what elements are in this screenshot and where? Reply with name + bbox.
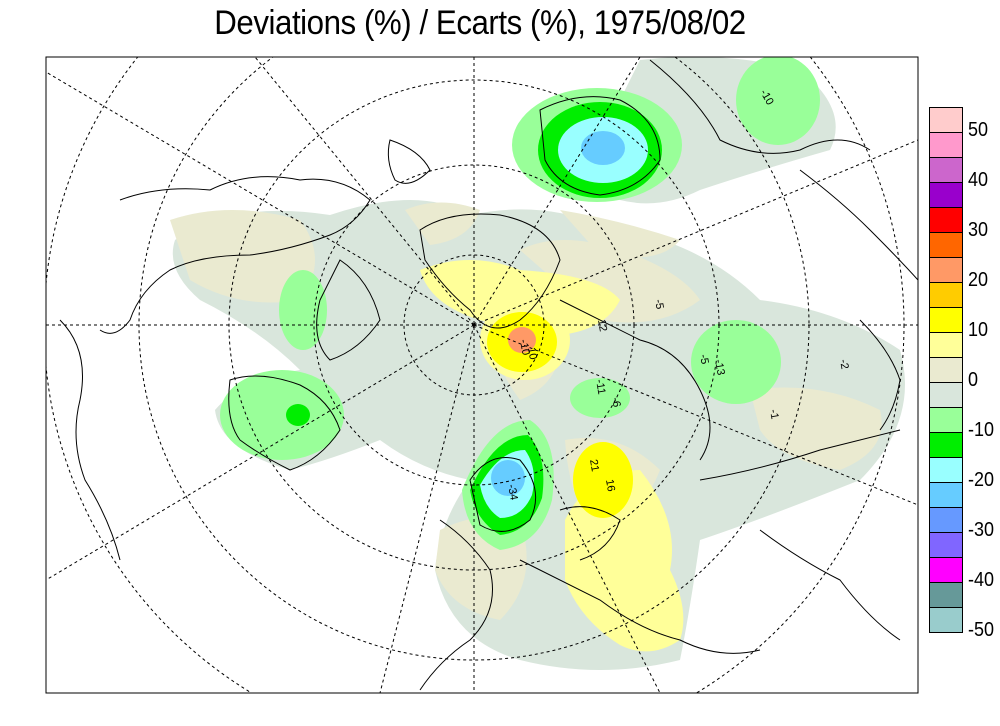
- legend-tick-label: 0: [968, 369, 979, 391]
- legend-swatch: [929, 182, 963, 207]
- legend-swatch: [929, 107, 963, 132]
- map-title: Deviations (%) / Ecarts (%), 1975/08/02: [214, 4, 746, 42]
- legend-swatch: [929, 332, 963, 357]
- legend-tick-label: -50: [968, 619, 995, 641]
- legend-swatch: [929, 257, 963, 282]
- legend-swatch: [929, 532, 963, 557]
- contour-label: -2: [837, 358, 851, 370]
- legend-swatch: [929, 557, 963, 582]
- map-frame: [45, 56, 919, 694]
- contour-label: -1: [767, 408, 781, 420]
- legend-tick-label: -30: [968, 519, 995, 541]
- contour-label: -10: [517, 338, 532, 356]
- legend-swatch: [929, 232, 963, 257]
- contour-label: 10: [525, 346, 539, 360]
- legend-swatch: [929, 432, 963, 457]
- contour-label: 16: [603, 478, 617, 492]
- legend-tick-label: 10: [968, 319, 989, 341]
- contour-label: -34: [505, 483, 520, 501]
- legend-swatch: [929, 132, 963, 157]
- legend-swatch: [929, 457, 963, 482]
- legend-tick-label: 40: [968, 169, 989, 191]
- legend-swatch: [929, 307, 963, 332]
- legend-swatch: [929, 207, 963, 232]
- contour-label: -13: [712, 358, 727, 376]
- legend-swatch: [929, 357, 963, 382]
- contour-label: -5: [652, 298, 666, 310]
- legend-swatch: [929, 507, 963, 532]
- legend-swatch: [929, 157, 963, 182]
- contour-label: -6: [609, 396, 623, 408]
- coastlines: [59, 59, 918, 691]
- color-legend: [929, 107, 963, 633]
- legend-tick-label: 20: [968, 269, 989, 291]
- contour-label: 21: [587, 458, 601, 472]
- legend-tick-label: 30: [968, 219, 989, 241]
- positive-anomalies: [420, 260, 684, 652]
- legend-tick-label: -20: [968, 469, 995, 491]
- contour-label: -5: [697, 353, 711, 365]
- contour-label: 12: [595, 318, 609, 332]
- legend-swatch: [929, 482, 963, 507]
- legend-swatch: [929, 382, 963, 407]
- contour-labels: -10 -5 -13 -2 -5 -6 -34 21 16 -11 -10 10…: [505, 88, 851, 502]
- legend-tick-label: -40: [968, 569, 995, 591]
- contour-label: -11: [593, 378, 607, 395]
- legend-swatch: [929, 282, 963, 307]
- graticule: [46, 57, 918, 693]
- legend-swatch: [929, 607, 963, 633]
- legend-swatch: [929, 582, 963, 607]
- legend-swatch: [929, 407, 963, 432]
- legend-tick-label: 50: [968, 119, 989, 141]
- legend-tick-label: -10: [968, 419, 995, 441]
